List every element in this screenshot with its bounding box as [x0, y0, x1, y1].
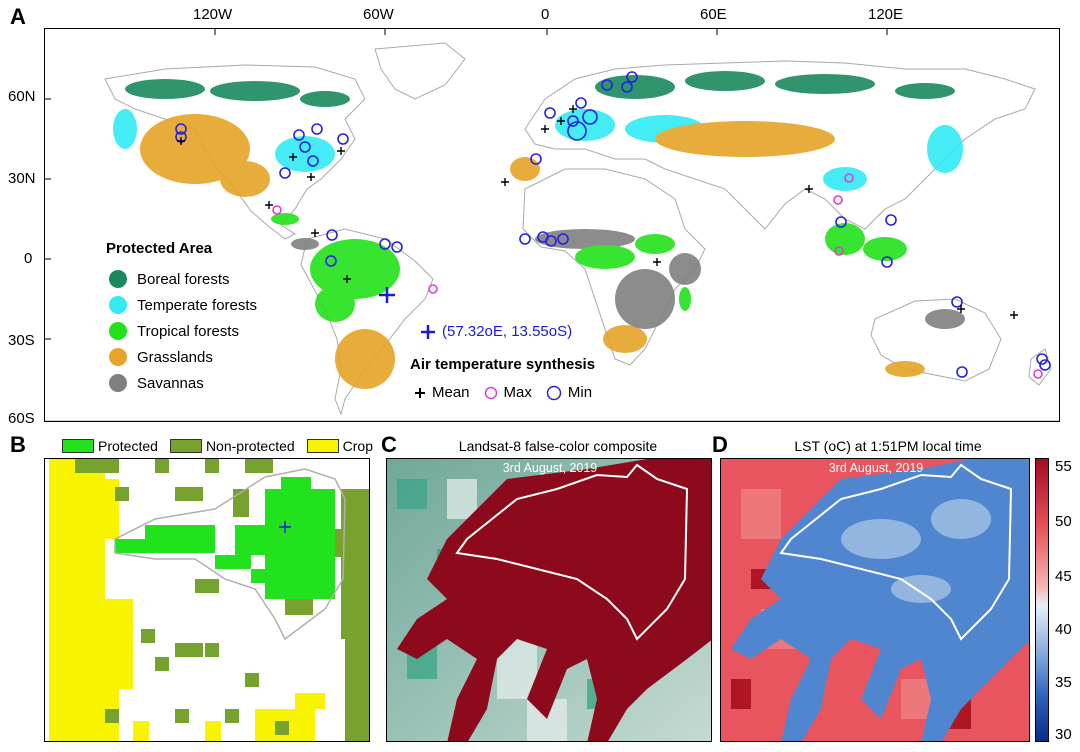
boreal-forest-regions	[125, 71, 955, 107]
legend-air-mean: Mean	[414, 384, 470, 401]
lon-tick-60e: 60E	[700, 6, 727, 23]
tropical-swatch	[109, 322, 127, 340]
grassland-swatch	[109, 348, 127, 366]
lon-tick-60w: 60W	[363, 6, 394, 23]
grassland-regions	[140, 114, 925, 389]
protected-boundary	[114, 468, 346, 641]
legend-air-title: Air temperature synthesis	[410, 356, 596, 373]
panel-b-svg	[49, 459, 369, 741]
lat-tick-0: 0	[24, 250, 33, 267]
lon-tick-0: 0	[541, 6, 550, 23]
new-zealand-outline	[1028, 348, 1052, 386]
colorbar-tick-35: 35	[1055, 674, 1072, 691]
site-cross-icon	[421, 324, 435, 339]
temperate-swatch	[109, 296, 127, 314]
lat-tick-60n: 60N	[8, 88, 36, 105]
legend-air-min: Min	[546, 384, 592, 401]
site-cross	[279, 521, 291, 533]
temperate-forest-regions	[113, 109, 963, 191]
australia-outline	[870, 298, 1002, 382]
legend-air-items: Mean Max Min	[414, 384, 606, 401]
colorbar-tick-40: 40	[1055, 621, 1072, 638]
colorbar-tick-50: 50	[1055, 513, 1072, 530]
europe-asia-outline	[524, 60, 1036, 230]
legend-pa-item-boreal: Boreal forests	[109, 270, 230, 288]
panel-d-image: 3rd August, 2019	[720, 458, 1030, 742]
world-map	[44, 28, 1060, 422]
panel-b-grid	[44, 458, 370, 742]
legend-b-label: Non-protected	[205, 438, 295, 454]
legend-pa-item-savannas: Savannas	[109, 374, 204, 392]
africa-outline	[522, 168, 706, 366]
protected-swatch	[62, 439, 94, 453]
colorbar-tick-55: 55	[1055, 458, 1072, 475]
colorbar-tick-30: 30	[1055, 726, 1072, 743]
crop-swatch	[306, 439, 339, 453]
site-marker-label: (57.32oE, 13.55oS)	[442, 323, 573, 340]
lat-tick-60s: 60S	[8, 410, 35, 427]
panel-c-label: C	[381, 432, 397, 457]
legend-pa-label: Boreal forests	[137, 270, 230, 288]
site-cross	[379, 287, 395, 303]
non-protected-cells	[75, 459, 369, 741]
legend-pa-title: Protected Area	[106, 240, 213, 257]
legend-air-label: Max	[503, 384, 532, 401]
colorbar	[1035, 458, 1049, 742]
plus-icon	[415, 387, 425, 398]
site-symbols	[175, 71, 1051, 379]
boundary	[455, 463, 689, 641]
lon-tick-120w: 120W	[193, 6, 233, 23]
circle-icon	[546, 385, 562, 400]
landsat-composite	[387, 459, 711, 741]
colorbar-tick-45: 45	[1055, 568, 1072, 585]
legend-pa-label: Savannas	[137, 374, 204, 392]
forest-red	[397, 459, 711, 741]
legend-air-label: Min	[567, 384, 593, 401]
boreal-swatch	[109, 270, 127, 288]
legend-pa-label: Grasslands	[137, 348, 213, 366]
legend-b: Protected Non-protected Crop	[62, 438, 373, 454]
legend-pa-label: Temperate forests	[137, 296, 258, 314]
panel-c-date: 3rd August, 2019	[502, 461, 598, 475]
lst-map	[721, 459, 1029, 741]
legend-b-label: Crop	[342, 438, 374, 454]
site-marker-label-row: (57.32oE, 13.55oS)	[420, 323, 572, 340]
panel-b-label: B	[10, 432, 26, 457]
savanna-swatch	[109, 374, 127, 392]
panel-d-label: D	[712, 432, 728, 457]
world-map-svg	[45, 29, 1059, 421]
circle-icon	[484, 386, 497, 399]
lat-tick-30n: 30N	[8, 170, 36, 187]
lon-tick-120e: 120E	[868, 6, 904, 23]
panel-a-label: A	[10, 4, 26, 29]
panel-d-title: LST (oC) at 1:51PM local time	[794, 438, 982, 454]
legend-pa-item-tropical: Tropical forests	[109, 322, 239, 340]
legend-air-label: Mean	[432, 384, 470, 401]
legend-pa-item-grasslands: Grasslands	[109, 348, 213, 366]
legend-air-max: Max	[484, 384, 532, 401]
legend-pa-item-temperate: Temperate forests	[109, 296, 257, 314]
panel-d-date: 3rd August, 2019	[828, 461, 924, 475]
greenland-outline	[374, 42, 466, 100]
legend-pa-label: Tropical forests	[137, 322, 239, 340]
boundary	[779, 463, 1013, 641]
tropical-forest-regions	[271, 213, 907, 322]
non-protected-swatch	[169, 439, 202, 453]
panel-c-image: 3rd August, 2019	[386, 458, 712, 742]
crop-cells	[49, 459, 325, 741]
savanna-regions	[291, 229, 965, 329]
legend-b-label: Protected	[98, 438, 158, 454]
lat-tick-30s: 30S	[8, 332, 35, 349]
protected-cells	[115, 477, 335, 599]
panel-c-title: Landsat-8 false-color composite	[458, 438, 658, 454]
